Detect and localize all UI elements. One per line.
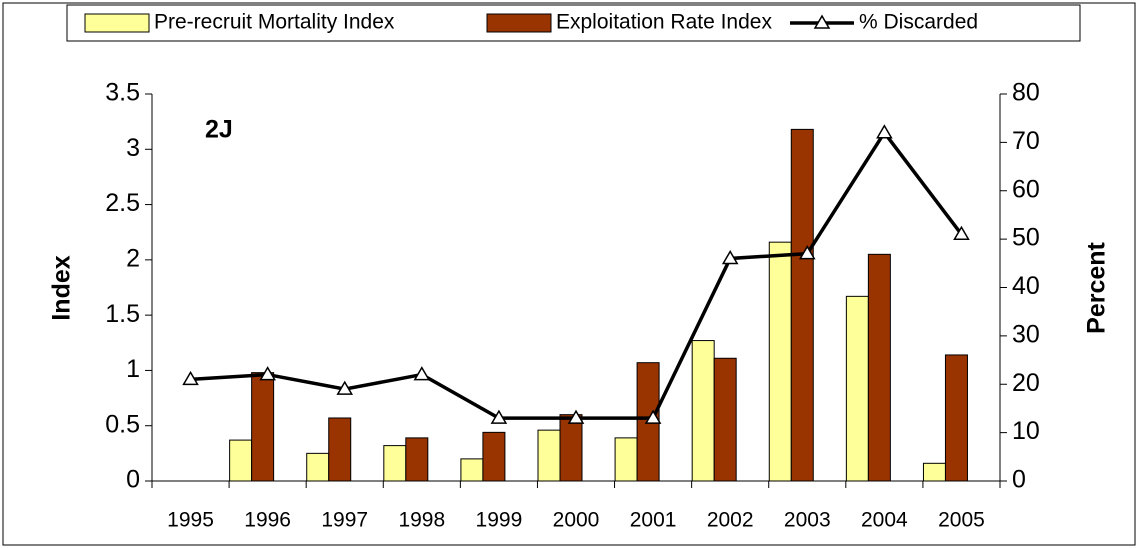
y-tick-label: 0.5 xyxy=(105,410,140,438)
x-tick-label: 1998 xyxy=(398,509,445,532)
bar xyxy=(251,372,275,482)
marker xyxy=(798,245,816,260)
marker xyxy=(567,409,585,424)
x-tick-label: 2003 xyxy=(784,509,831,532)
bar xyxy=(713,357,737,482)
x-tick-label: 2002 xyxy=(707,509,754,532)
bar xyxy=(460,458,484,482)
y-tick-label: 2.5 xyxy=(105,189,140,217)
y-tick-label: 3 xyxy=(126,134,140,162)
y2-tick-label: 40 xyxy=(1012,272,1040,300)
y-tick-label: 3.5 xyxy=(105,79,140,107)
legend-marker xyxy=(813,14,831,29)
y2-tick-label: 70 xyxy=(1012,127,1040,155)
y-tick-label: 1.5 xyxy=(105,300,140,328)
bar xyxy=(229,439,253,482)
legend-label: Exploitation Rate Index xyxy=(556,11,772,34)
y2-tick-label: 50 xyxy=(1012,224,1040,252)
bar xyxy=(328,417,352,482)
y-axis-label: Index xyxy=(48,255,76,320)
y-tick-label: 2 xyxy=(126,244,140,272)
y2-tick-label: 10 xyxy=(1012,417,1040,445)
x-tick-label: 1995 xyxy=(167,509,214,532)
marker xyxy=(876,124,893,139)
marker xyxy=(182,370,199,386)
bar xyxy=(845,295,869,482)
legend-box xyxy=(66,4,1081,42)
bar xyxy=(614,437,638,482)
legend-swatch xyxy=(84,13,150,33)
x-tick-label: 1999 xyxy=(476,509,523,532)
bar xyxy=(790,128,814,482)
bar xyxy=(482,431,506,482)
bar xyxy=(537,429,561,482)
bar xyxy=(867,253,891,482)
marker xyxy=(413,366,431,381)
bar xyxy=(768,241,792,482)
bar xyxy=(383,445,407,482)
x-tick-label: 2000 xyxy=(553,509,600,532)
y-tick-label: 1 xyxy=(126,355,140,383)
y2-tick-label: 80 xyxy=(1012,79,1040,107)
marker xyxy=(259,366,276,381)
bar xyxy=(306,452,330,482)
bar xyxy=(559,414,583,482)
legend-swatch xyxy=(486,13,552,33)
y2-axis-label: Percent xyxy=(1083,241,1111,333)
bar xyxy=(922,462,946,482)
x-tick-label: 1996 xyxy=(244,509,291,532)
x-tick-label: 2004 xyxy=(861,509,908,532)
y2-tick-label: 30 xyxy=(1012,320,1040,348)
legend-label: Pre-recruit Mortality Index xyxy=(154,11,395,34)
marker xyxy=(721,249,739,265)
marker xyxy=(336,380,354,395)
y2-tick-label: 0 xyxy=(1012,466,1026,494)
bar xyxy=(405,437,429,482)
x-tick-label: 2001 xyxy=(630,509,677,532)
x-tick-label: 2005 xyxy=(938,509,985,532)
marker xyxy=(490,409,508,424)
y2-tick-label: 20 xyxy=(1012,369,1040,397)
legend-label: % Discarded xyxy=(859,11,978,34)
marker xyxy=(644,409,662,424)
bar xyxy=(944,354,968,482)
marker xyxy=(953,225,970,241)
y-tick-label: 0 xyxy=(126,466,140,494)
annotation: 2J xyxy=(205,116,233,144)
bar xyxy=(691,340,715,482)
x-tick-label: 1997 xyxy=(321,509,368,532)
y2-tick-label: 60 xyxy=(1012,175,1040,203)
